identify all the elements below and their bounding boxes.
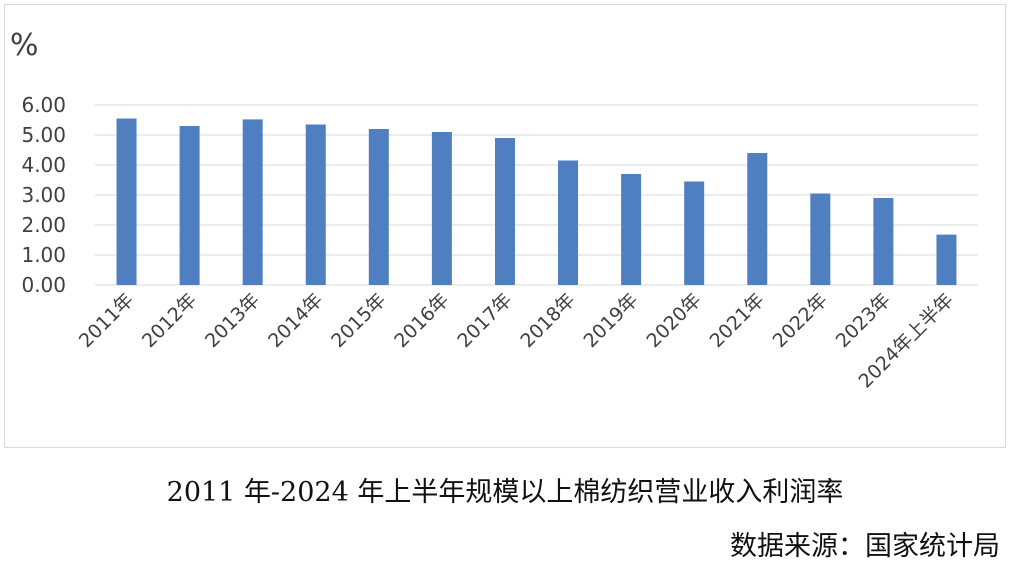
bar xyxy=(368,129,389,285)
bar xyxy=(747,153,768,285)
bar xyxy=(242,119,263,286)
data-source: 数据来源：国家统计局 xyxy=(730,531,1000,562)
x-tick-label: 2012年 xyxy=(138,289,201,352)
x-tick-label: 2016年 xyxy=(390,289,453,352)
y-unit-label: % xyxy=(10,28,39,63)
bar xyxy=(684,181,705,285)
y-tick-label: 5.00 xyxy=(21,123,66,147)
y-tick-label: 1.00 xyxy=(21,243,66,267)
x-tick-label: 2019年 xyxy=(579,289,642,352)
chart-caption: 2011 年-2024 年上半年规模以上棉纺织营业收入利润率 xyxy=(166,477,844,508)
bar xyxy=(305,124,326,285)
x-tick-label: 2023年 xyxy=(832,289,895,352)
y-tick-label: 3.00 xyxy=(21,183,66,207)
y-tick-label: 2.00 xyxy=(21,213,66,237)
bar xyxy=(621,174,642,285)
x-tick-label: 2013年 xyxy=(201,289,264,352)
x-tick-label: 2017年 xyxy=(453,289,516,352)
x-tick-label: 2020年 xyxy=(643,289,706,352)
x-tick-label: 2018年 xyxy=(516,289,579,352)
bar xyxy=(810,193,831,285)
bar xyxy=(179,126,200,285)
x-tick-label: 2022年 xyxy=(769,289,832,352)
bar xyxy=(936,234,957,285)
bar xyxy=(494,138,515,285)
bar xyxy=(431,132,452,285)
bar xyxy=(558,160,579,285)
y-tick-label: 4.00 xyxy=(21,153,66,177)
bar xyxy=(873,198,894,285)
x-tick-label: 2011年 xyxy=(75,289,138,352)
x-tick-label: 2021年 xyxy=(706,289,769,352)
x-tick-label: 2015年 xyxy=(327,289,390,352)
y-tick-label: 6.00 xyxy=(21,93,66,117)
x-tick-label: 2014年 xyxy=(264,289,327,352)
y-tick-label: 0.00 xyxy=(21,273,66,297)
bar xyxy=(116,118,137,285)
